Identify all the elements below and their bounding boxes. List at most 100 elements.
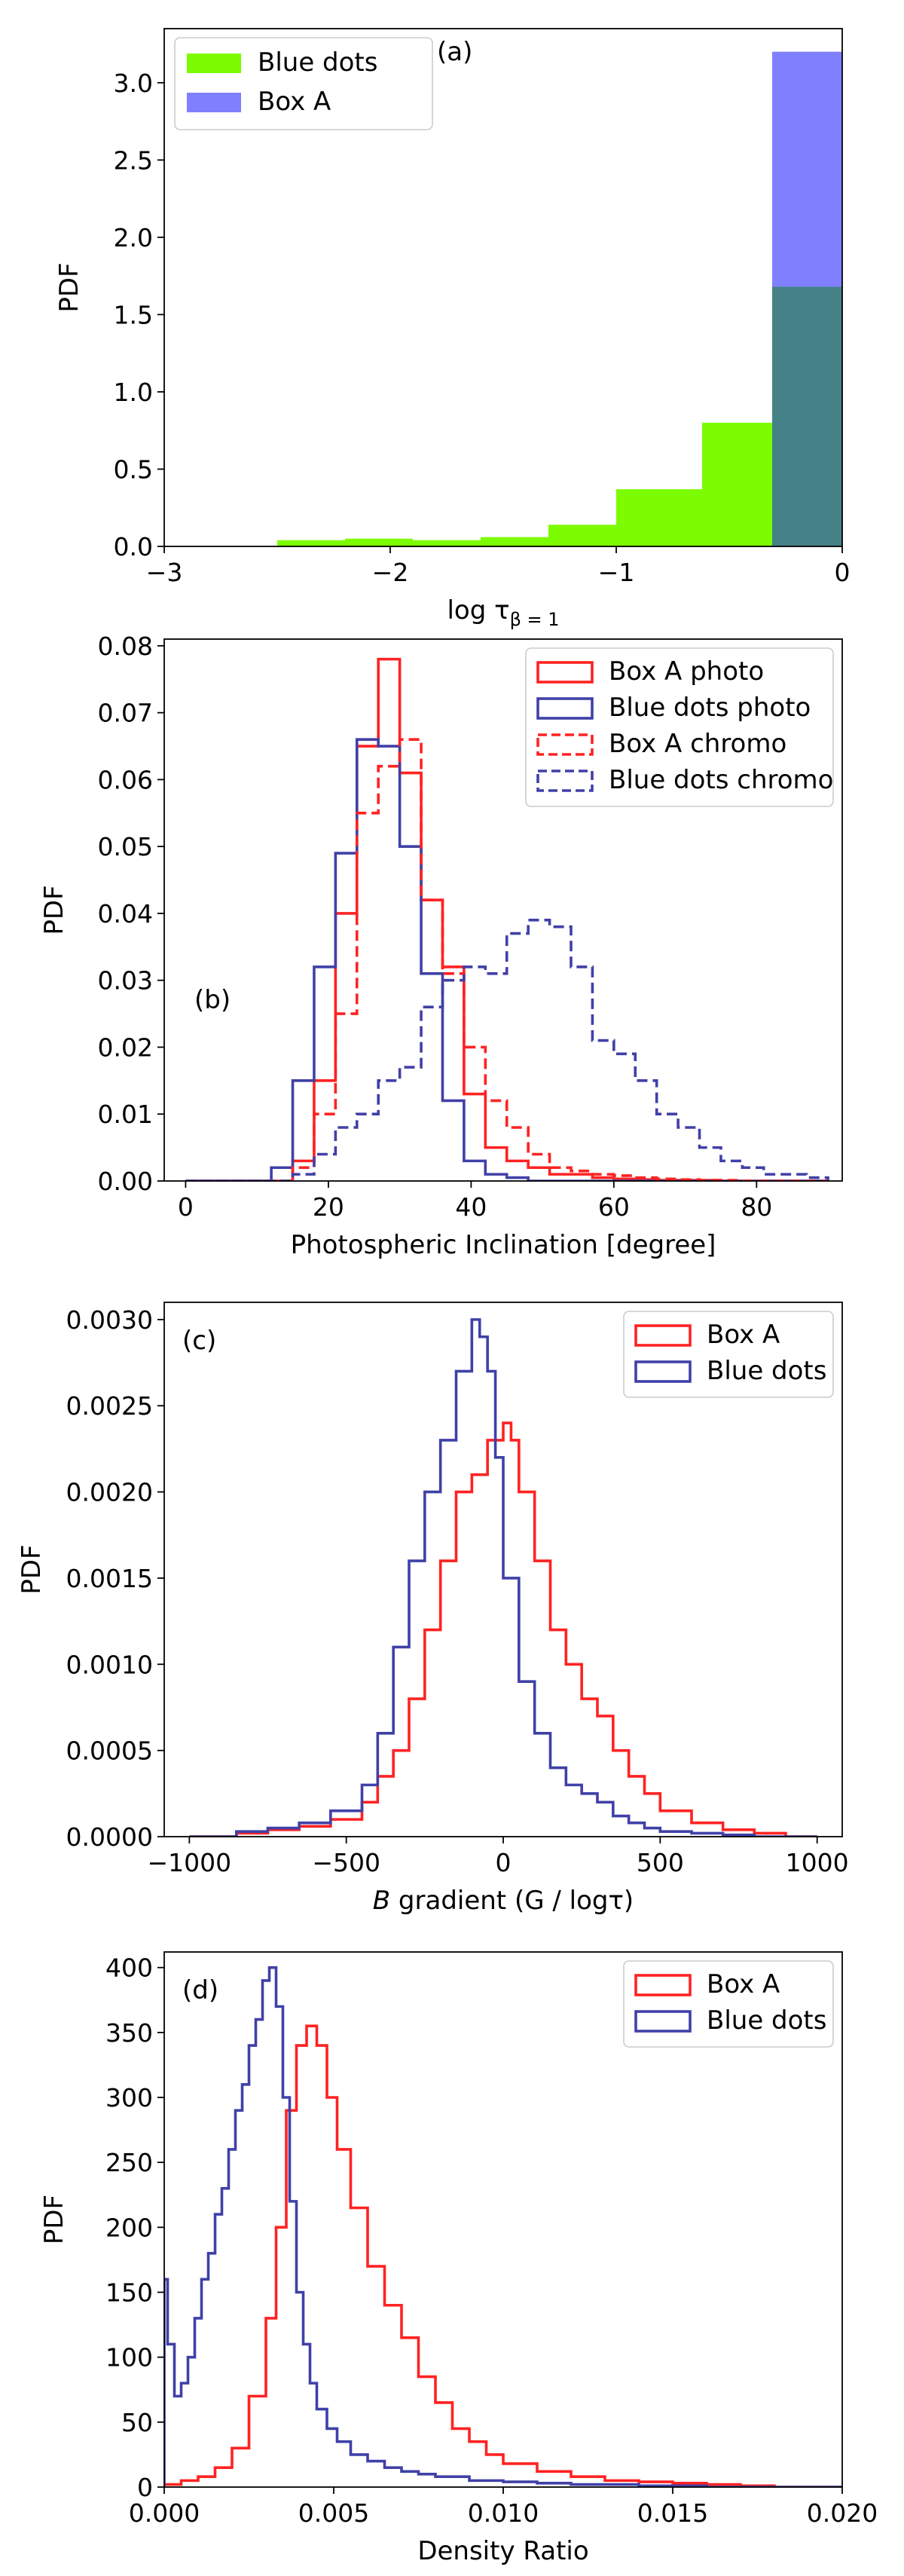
- x-axis-label: Photospheric Inclination [degree]: [291, 1230, 716, 1260]
- x-tick-label: −500: [312, 1848, 380, 1877]
- axes-frame: [163, 28, 843, 547]
- y-tick-label: 0.0010: [66, 1650, 153, 1679]
- legend-label: Box A chromo: [609, 729, 786, 759]
- series-box-a-chromo: [185, 738, 829, 1181]
- legend: Blue dots Box A: [174, 37, 433, 130]
- legend-label: Box A photo: [609, 656, 764, 687]
- x-tick-label: −1: [598, 558, 635, 587]
- plot-area-d: [164, 1966, 842, 2487]
- legend-handle-box-a: [634, 1324, 692, 1347]
- y-tick-label: 2.5: [114, 145, 153, 175]
- bar-blue-dots-1: [345, 538, 413, 546]
- panel-d: 0.000 0.005 0.010 0.015 0.020 0 50 100 150 200 250…: [39, 1951, 878, 2566]
- panel-a: −3 −2 −1 0 0.0 0.5 1.0 1.5 2.0 2.5 3.0 PDF log τβ = …: [54, 28, 851, 630]
- legend-handle-blue-dots-chromo: [536, 769, 594, 792]
- x-tick-label: 20: [313, 1192, 344, 1222]
- bar-blue-dots-6: [702, 422, 772, 546]
- y-tick-label: 100: [105, 2343, 153, 2373]
- panel-label: (b): [194, 985, 231, 1015]
- legend-label: Box A: [258, 87, 331, 117]
- y-tick-label: 0.02: [98, 1033, 153, 1062]
- y-tick-label: 250: [105, 2148, 153, 2177]
- x-tick-label: 0.005: [298, 2498, 369, 2528]
- y-tick-label: 400: [105, 1953, 153, 1983]
- bar-overlap: [772, 286, 842, 546]
- y-tick-label: 0.0000: [66, 1822, 153, 1852]
- x-tick-label: 0.015: [637, 2498, 708, 2528]
- x-tick-label: 1000: [786, 1848, 849, 1877]
- legend-handle-blue-dots-photo: [536, 697, 594, 720]
- legend-label: Blue dots: [707, 2005, 826, 2036]
- legend-handle-blue-dots: [634, 2010, 692, 2033]
- y-tick-label: 0.07: [98, 699, 153, 728]
- y-tick-label: 0.0015: [66, 1564, 153, 1593]
- panel-label: (c): [182, 1326, 216, 1356]
- plot-area-a: [277, 51, 842, 546]
- y-tick-label: 0.08: [98, 632, 153, 661]
- x-tick-label: −3: [146, 558, 183, 587]
- series-box-a: [164, 2024, 842, 2487]
- x-tick-label: 40: [455, 1192, 487, 1222]
- bar-blue-dots-4: [548, 525, 616, 546]
- y-tick-label: 1.0: [114, 378, 153, 407]
- y-tick-label: 0.5: [114, 454, 153, 484]
- legend-frame: [623, 1960, 834, 2048]
- y-tick-label: 0.06: [98, 765, 153, 794]
- legend-handle-box-a: [187, 93, 241, 112]
- legend-label: Blue dots: [258, 47, 377, 78]
- y-tick-label: 300: [105, 2083, 153, 2113]
- panel-c: −1000 −500 0 500 1000 0.0000 0.0005 0.0010 0.001…: [17, 1302, 849, 1916]
- y-axis-label: PDF: [39, 2195, 69, 2244]
- bar-blue-dots-5: [616, 489, 702, 546]
- y-tick-label: 2.0: [114, 223, 153, 252]
- y-tick-label: 200: [105, 2213, 153, 2242]
- legend-handle-blue-dots: [187, 54, 241, 73]
- panel-b: 0 20 40 60 80 0.00 0.01 0.02 0.03 0.04 0.05 0.06 0.0…: [39, 632, 843, 1260]
- bar-blue-dots-0: [277, 540, 345, 546]
- legend: Box A Blue dots: [623, 1311, 834, 1398]
- x-tick-label: 60: [598, 1192, 630, 1222]
- y-tick-label: 3.0: [114, 69, 153, 98]
- y-tick-label: 0.05: [98, 832, 153, 861]
- x-tick-label: −2: [372, 558, 409, 587]
- x-tick-label: 0.010: [468, 2498, 539, 2528]
- y-tick-label: 0.0025: [66, 1391, 153, 1421]
- x-tick-label: 0.000: [129, 2498, 200, 2528]
- y-tick-label: 0.03: [98, 966, 153, 996]
- y-tick-label: 0.01: [98, 1100, 153, 1129]
- y-tick-label: 350: [105, 2018, 153, 2048]
- legend: Box A Blue dots: [623, 1960, 834, 2048]
- y-tick-label: 0: [137, 2473, 153, 2502]
- y-tick-label: 0.0030: [66, 1305, 153, 1335]
- y-tick-label: 50: [121, 2408, 153, 2437]
- x-axis-label: B gradient (G / logτ): [373, 1886, 634, 1916]
- legend: Box A photo Blue dots photo Box A chromo Bl…: [525, 647, 834, 807]
- legend-handle-blue-dots: [634, 1360, 692, 1383]
- y-tick-label: 0.00: [98, 1167, 153, 1196]
- series-blue-dots: [164, 1966, 842, 2487]
- legend-label: Blue dots photo: [609, 693, 811, 723]
- bar-box-a-upper: [772, 51, 842, 287]
- x-tick-label: −1000: [148, 1848, 232, 1877]
- y-tick-label: 0.0: [114, 532, 153, 561]
- y-tick-label: 0.04: [98, 899, 153, 929]
- legend-label: Box A: [707, 1320, 780, 1350]
- x-tick-label: 80: [741, 1192, 772, 1222]
- y-tick-label: 1.5: [114, 300, 153, 329]
- x-tick-label: 0: [835, 558, 851, 587]
- y-tick-label: 0.0020: [66, 1478, 153, 1507]
- panel-label: (d): [182, 1975, 218, 2005]
- y-tick-label: 0.0005: [66, 1736, 153, 1766]
- legend-label: Blue dots chromo: [609, 765, 833, 795]
- series-blue-dots-photo: [185, 738, 829, 1181]
- legend-handle-box-a-chromo: [536, 733, 594, 756]
- x-tick-label: 0.020: [807, 2498, 878, 2528]
- y-axis-label: PDF: [54, 262, 84, 312]
- x-tick-label: 0: [496, 1848, 512, 1877]
- series-blue-dots: [189, 1318, 817, 1837]
- panel-label: (a): [437, 37, 472, 67]
- legend-handle-box-a-photo: [536, 661, 594, 684]
- x-tick-label: 0: [178, 1192, 194, 1222]
- plot-area-c: [189, 1318, 817, 1837]
